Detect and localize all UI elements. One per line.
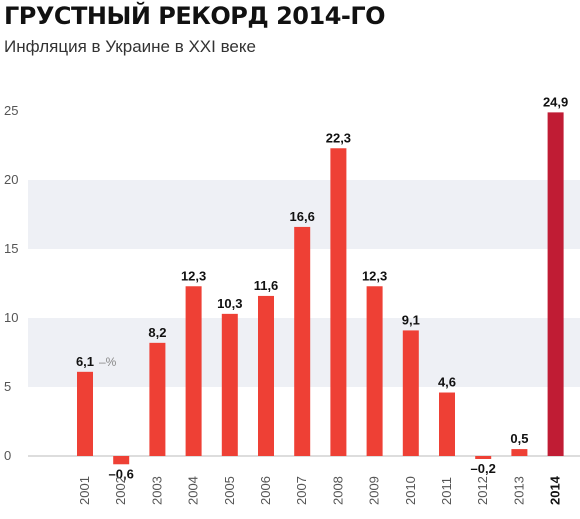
data-label-2001: 6,1 — [76, 354, 94, 369]
bar-2011 — [439, 392, 455, 456]
bar-2014 — [547, 112, 564, 456]
x-tick-label-2002: 2002 — [113, 476, 128, 505]
x-tick-label-2007: 2007 — [294, 476, 309, 505]
x-tick-label-2001: 2001 — [77, 476, 92, 505]
bar-2010 — [402, 330, 419, 456]
x-tick-label-2012: 2012 — [475, 476, 490, 505]
data-label-2010: 9,1 — [402, 312, 420, 327]
data-label-2007: 16,6 — [290, 209, 315, 224]
data-label-2005: 10,3 — [217, 296, 242, 311]
x-axis: 2001 2002 2003 2004 2005 2006 2007 2008 2009 2010… — [77, 475, 563, 505]
x-tick-label-2009: 2009 — [367, 476, 382, 505]
x-tick-label-2006: 2006 — [258, 476, 273, 505]
bar-2004 — [185, 286, 202, 456]
data-label-2011: 4,6 — [438, 375, 456, 390]
bar-2005 — [221, 313, 238, 456]
x-tick-label-2010: 2010 — [403, 476, 418, 505]
bar-2013 — [511, 449, 528, 456]
bar-2009 — [366, 286, 383, 456]
x-tick-label-2005: 2005 — [222, 476, 237, 505]
x-tick-label-2011: 2011 — [439, 477, 454, 505]
data-label-2006: 11,6 — [254, 278, 279, 293]
y-axis: 0 5 10 15 20 25 — [4, 103, 18, 463]
data-labels: 6,1 –% –0,6 8,2 12,3 10,3 11,6 16,6 22,3 12,3 9,1 4… — [76, 94, 568, 481]
bar-2006 — [258, 295, 274, 456]
data-label-2004: 12,3 — [181, 268, 206, 283]
data-label-2009: 12,3 — [362, 268, 387, 283]
bar-2001 — [77, 371, 93, 456]
y-tick-label: 20 — [4, 172, 18, 187]
bar-2007 — [294, 226, 311, 456]
bars — [77, 112, 564, 465]
bar-2002 — [113, 456, 130, 465]
bar-2003 — [149, 342, 166, 456]
x-tick-label-2013: 2013 — [511, 476, 526, 505]
data-label-2012: –0,2 — [471, 461, 496, 476]
data-label-2014: 24,9 — [543, 94, 568, 109]
y-tick-label: 10 — [4, 310, 18, 325]
bar-2008 — [330, 148, 347, 456]
x-tick-label-2004: 2004 — [186, 476, 201, 505]
data-label-2003: 8,2 — [148, 325, 166, 340]
data-label-2013: 0,5 — [510, 431, 528, 446]
data-label-2008: 22,3 — [326, 130, 351, 145]
chart-subtitle: Инфляция в Украине в XXI веке — [4, 37, 256, 56]
data-label-2002: –0,6 — [109, 466, 134, 481]
x-tick-label-2008: 2008 — [330, 476, 345, 505]
x-tick-label-2003: 2003 — [149, 476, 164, 505]
bar-2012 — [475, 456, 492, 459]
unit-annotation: –% — [99, 355, 117, 369]
x-tick-label-2014: 2014 — [548, 475, 563, 505]
y-tick-label: 15 — [4, 241, 18, 256]
chart-title: ГРУСТНЫЙ РЕКОРД 2014-ГО — [4, 2, 386, 30]
y-tick-label: 5 — [4, 379, 11, 394]
y-tick-label: 25 — [4, 103, 18, 118]
y-tick-label: 0 — [4, 448, 11, 463]
